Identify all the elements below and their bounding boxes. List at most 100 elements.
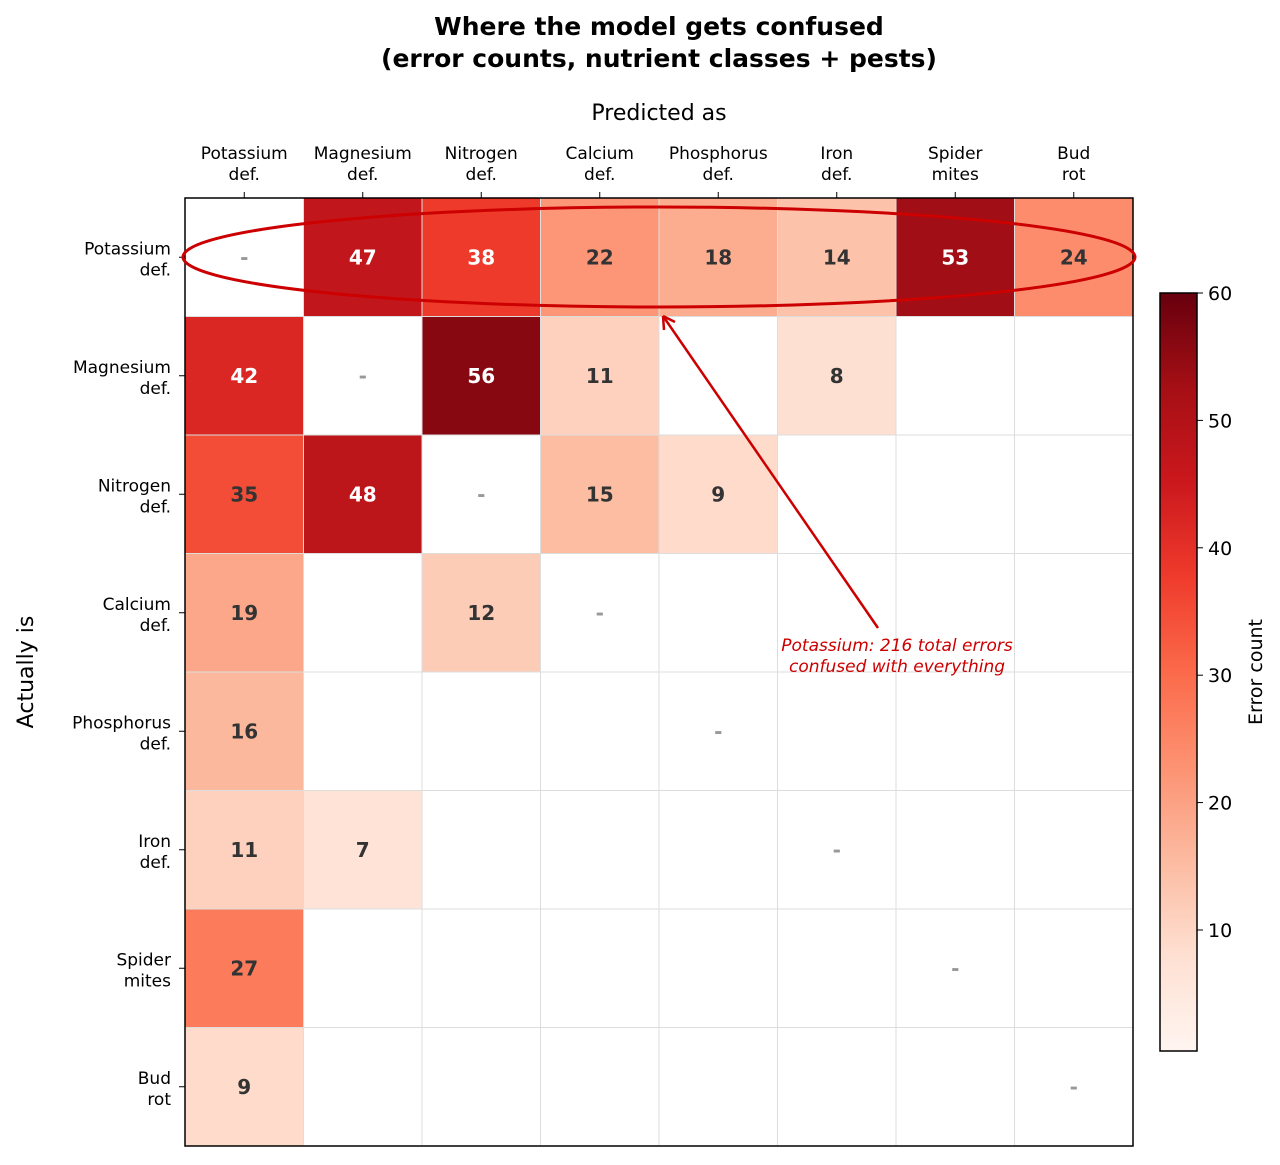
diagonal-label: - — [951, 956, 959, 980]
heatmap-cell — [422, 316, 541, 435]
colorbar-tick-label: 40 — [1208, 538, 1232, 560]
y-tick-label: Spider mites — [116, 950, 171, 991]
heatmap-cell — [1014, 672, 1133, 791]
heatmap-cell — [1014, 198, 1133, 317]
heatmap-cell — [422, 435, 541, 554]
diagonal-label: - — [596, 601, 604, 625]
x-tick-label: Calcium def. — [566, 144, 634, 185]
colorbar-tick-label: 60 — [1208, 283, 1232, 305]
cell-value-label: 22 — [586, 245, 614, 269]
diagonal-label: - — [833, 838, 841, 862]
cell-value-label: 16 — [230, 719, 258, 743]
colorbar-tick-label: 20 — [1208, 793, 1232, 815]
heatmap-cell — [185, 316, 304, 435]
heatmap-cell — [659, 198, 778, 317]
cell-value-label: 8 — [830, 364, 844, 388]
colorbar-label: Error count — [1245, 619, 1267, 725]
heatmap-cell — [777, 790, 896, 909]
heatmap-cell — [422, 1027, 541, 1146]
cell-value-label: 56 — [467, 364, 495, 388]
heatmap-cell — [659, 672, 778, 791]
heatmap-cell — [659, 1027, 778, 1146]
heatmap-cell — [1014, 909, 1133, 1028]
heatmap-cell — [185, 198, 304, 317]
y-tick-label: Nitrogen def. — [98, 476, 171, 517]
diagonal-label: - — [1070, 1075, 1078, 1099]
colorbar-tick-label: 50 — [1208, 410, 1232, 432]
annotation-text: Potassium: 216 total errors confused with… — [781, 636, 1013, 677]
y-tick-label: Phosphorus def. — [72, 713, 171, 754]
arrow-head-icon — [661, 314, 676, 331]
heatmap-cell — [896, 909, 1015, 1028]
heatmap-cell — [185, 790, 304, 909]
cell-value-label: 27 — [230, 956, 258, 980]
x-tick-label: Magnesium def. — [314, 144, 412, 185]
y-tick-label: Calcium def. — [103, 595, 171, 636]
y-tick-label: Bud rot — [138, 1069, 172, 1110]
heatmap-cell — [777, 198, 896, 317]
heatmap-cell — [1014, 1027, 1133, 1146]
cell-value-label: 24 — [1060, 245, 1088, 269]
cell-value-label: 11 — [586, 364, 614, 388]
x-tick-label: Nitrogen def. — [445, 144, 518, 185]
y-tick-label: Iron def. — [138, 832, 171, 873]
heatmap-cell — [659, 553, 778, 672]
heatmap-cell — [185, 553, 304, 672]
y-axis-label: Actually is — [14, 616, 39, 729]
heatmap-cell — [303, 553, 422, 672]
y-tick-label: Potassium def. — [84, 239, 171, 280]
heatmap-cell — [185, 909, 304, 1028]
cell-value-label: 38 — [467, 245, 495, 269]
x-axis-label: Predicted as — [591, 101, 726, 126]
x-tick-label: Iron def. — [820, 144, 853, 185]
heatmap-cell — [1014, 435, 1133, 554]
heatmap-cell — [540, 672, 659, 791]
cell-value-label: 42 — [230, 364, 258, 388]
heatmap-cell — [422, 198, 541, 317]
diagonal-label: - — [240, 245, 248, 269]
highlight-ellipse — [181, 205, 1137, 309]
heatmap-cell — [777, 1027, 896, 1146]
x-tick-label: Spider mites — [928, 144, 983, 185]
cell-value-label: 9 — [711, 482, 725, 506]
plot-frame — [184, 197, 1134, 1147]
cell-value-label: 48 — [349, 482, 377, 506]
heatmap-cell — [896, 790, 1015, 909]
heatmap-cell — [540, 435, 659, 554]
heatmap-cell — [540, 316, 659, 435]
heatmap-cell — [303, 909, 422, 1028]
heatmap-cell — [1014, 790, 1133, 909]
heatmap-cell — [896, 1027, 1015, 1146]
heatmap-cell — [1014, 316, 1133, 435]
cell-value-label: 15 — [586, 482, 614, 506]
heatmap-cell — [185, 435, 304, 554]
heatmap-cell — [777, 553, 896, 672]
heatmap-cell — [540, 909, 659, 1028]
heatmap-cell — [185, 1027, 304, 1146]
cell-value-label: 19 — [230, 601, 258, 625]
y-tick-label: Magnesium def. — [73, 358, 171, 399]
x-tick-label: Bud rot — [1057, 144, 1090, 185]
annotation-arrow — [661, 315, 880, 629]
colorbar — [1159, 292, 1198, 1052]
chart-title-line1: Where the model gets confused — [434, 12, 884, 41]
diagonal-label: - — [359, 364, 367, 388]
diagonal-label: - — [477, 482, 485, 506]
heatmap-cell — [303, 672, 422, 791]
colorbar-tick-label: 30 — [1208, 665, 1232, 687]
x-tick-label: Potassium def. — [201, 144, 288, 185]
heatmap-cell — [896, 553, 1015, 672]
heatmap-cell — [896, 316, 1015, 435]
heatmap-cell — [896, 672, 1015, 791]
cell-value-label: 35 — [230, 482, 258, 506]
heatmap-cell — [422, 553, 541, 672]
heatmap-cell — [540, 198, 659, 317]
cell-value-label: 7 — [356, 838, 370, 862]
heatmap-cell — [303, 316, 422, 435]
cell-value-label: 14 — [823, 245, 851, 269]
cell-value-label: 11 — [230, 838, 258, 862]
cell-value-label: 18 — [704, 245, 732, 269]
diagonal-label: - — [714, 719, 722, 743]
heatmap-cell — [777, 909, 896, 1028]
